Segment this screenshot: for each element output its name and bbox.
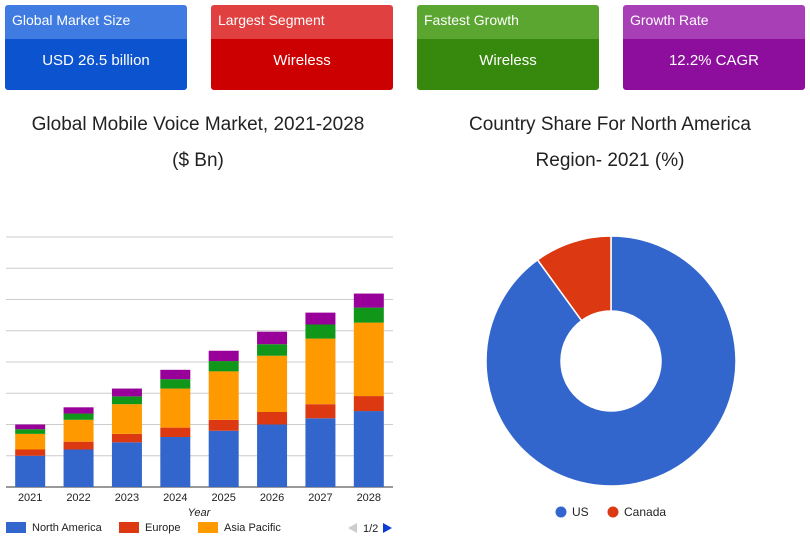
- bar-segment-2021-3[interactable]: [15, 429, 46, 434]
- kpi-card-market-size: Global Market Size USD 26.5 billion: [5, 5, 187, 90]
- legend-dot: [555, 506, 567, 518]
- donut-slice-canada[interactable]: [536, 235, 612, 322]
- x-tick-label: 2023: [115, 492, 139, 504]
- kpi-card-largest-segment: Largest Segment Wireless: [211, 5, 393, 90]
- bar-segment-2023-4[interactable]: [111, 388, 142, 397]
- bar-segment-2027-1[interactable]: [305, 404, 336, 419]
- donut-chart-title-line2: Region- 2021 (%): [535, 150, 685, 171]
- bar-segment-2022-3[interactable]: [63, 413, 94, 420]
- kpi-title: Growth Rate: [623, 5, 805, 39]
- stacked-bar-chart: 2021 2022 2023 2024 2025 2026 2027 2028 Year No…: [6, 236, 393, 535]
- legend-label: North America: [32, 522, 103, 534]
- bar-segment-2024-3[interactable]: [160, 379, 191, 389]
- bar-segment-2025-3[interactable]: [208, 361, 239, 372]
- legend-label: US: [572, 505, 589, 519]
- x-tick-label: 2025: [211, 492, 235, 504]
- bar-chart-bars: [15, 293, 384, 488]
- bar-chart-legend: North America Europe Asia Pacific: [6, 522, 281, 534]
- kpi-card-fastest-growth: Fastest Growth Wireless: [417, 5, 599, 90]
- bar-segment-2026-4[interactable]: [257, 331, 288, 345]
- bar-segment-2022-4[interactable]: [63, 407, 94, 414]
- legend-label: Europe: [145, 522, 180, 534]
- donut-legend: US Canada: [555, 505, 666, 519]
- kpi-value: Wireless: [211, 39, 393, 90]
- bar-chart-title-line1: Global Mobile Voice Market, 2021-2028: [31, 114, 365, 135]
- bar-segment-2028-0[interactable]: [353, 411, 384, 487]
- kpi-value: Wireless: [417, 39, 599, 90]
- legend-label: Canada: [624, 505, 666, 519]
- bar-chart-title-line2: ($ Bn): [172, 150, 224, 171]
- legend-label: Asia Pacific: [224, 522, 281, 534]
- x-tick-label: 2026: [260, 492, 284, 504]
- x-tick-label: 2021: [18, 492, 42, 504]
- x-tick-label: 2027: [308, 492, 332, 504]
- donut-slice-us[interactable]: [485, 235, 737, 487]
- bar-segment-2023-3[interactable]: [111, 396, 142, 405]
- bar-segment-2028-2[interactable]: [353, 322, 384, 397]
- bar-segment-2026-0[interactable]: [257, 424, 288, 488]
- legend-next-arrow-icon[interactable]: [383, 523, 392, 533]
- kpi-title: Fastest Growth: [417, 5, 599, 39]
- kpi-title: Largest Segment: [211, 5, 393, 39]
- donut-chart-title-line1: Country Share For North America: [469, 114, 751, 135]
- donut-chart-title: Country Share For North America Region- …: [410, 107, 810, 179]
- bar-segment-2021-2[interactable]: [15, 433, 46, 450]
- bar-segment-2024-0[interactable]: [160, 437, 191, 487]
- legend-swatch: [119, 522, 139, 533]
- bar-segment-2025-2[interactable]: [208, 371, 239, 420]
- legend-pager: 1/2: [348, 523, 392, 535]
- bar-segment-2026-2[interactable]: [257, 355, 288, 412]
- bar-segment-2026-3[interactable]: [257, 344, 288, 356]
- kpi-value: 12.2% CAGR: [623, 39, 805, 90]
- x-axis-title: Year: [188, 507, 212, 519]
- bar-segment-2025-4[interactable]: [208, 350, 239, 362]
- bar-chart-title: Global Mobile Voice Market, 2021-2028 ($…: [0, 107, 396, 179]
- legend-dot: [607, 506, 619, 518]
- bar-segment-2022-2[interactable]: [63, 419, 94, 442]
- bar-segment-2024-2[interactable]: [160, 388, 191, 428]
- kpi-value: USD 26.5 billion: [5, 39, 187, 90]
- bar-segment-2022-0[interactable]: [63, 449, 94, 488]
- bar-segment-2024-1[interactable]: [160, 427, 191, 437]
- x-tick-label: 2022: [66, 492, 90, 504]
- kpi-title: Global Market Size: [5, 5, 187, 39]
- bar-segment-2028-1[interactable]: [353, 396, 384, 412]
- bar-segment-2027-0[interactable]: [305, 418, 336, 487]
- bar-segment-2025-1[interactable]: [208, 419, 239, 431]
- donut-slices: [485, 235, 737, 487]
- bar-segment-2028-4[interactable]: [353, 293, 384, 308]
- bar-segment-2023-1[interactable]: [111, 433, 142, 443]
- legend-prev-arrow-icon[interactable]: [348, 523, 357, 533]
- bar-segment-2023-2[interactable]: [111, 404, 142, 434]
- x-tick-label: 2028: [357, 492, 381, 504]
- bar-segment-2021-1[interactable]: [15, 449, 46, 456]
- bar-chart-x-ticks: 2021 2022 2023 2024 2025 2026 2027 2028: [18, 492, 381, 504]
- kpi-card-growth-rate: Growth Rate 12.2% CAGR: [623, 5, 805, 90]
- bar-segment-2027-3[interactable]: [305, 324, 336, 339]
- bar-segment-2027-4[interactable]: [305, 312, 336, 325]
- x-tick-label: 2024: [163, 492, 187, 504]
- bar-segment-2025-0[interactable]: [208, 430, 239, 487]
- bar-segment-2028-3[interactable]: [353, 307, 384, 323]
- bar-segment-2022-1[interactable]: [63, 441, 94, 450]
- bar-segment-2021-0[interactable]: [15, 455, 46, 487]
- bar-segment-2023-0[interactable]: [111, 442, 142, 487]
- legend-swatch: [6, 522, 26, 533]
- legend-page-indicator: 1/2: [363, 523, 378, 535]
- bar-segment-2027-2[interactable]: [305, 338, 336, 405]
- bar-segment-2026-1[interactable]: [257, 412, 288, 425]
- legend-swatch: [198, 522, 218, 533]
- bar-segment-2024-4[interactable]: [160, 369, 191, 380]
- bar-segment-2021-4[interactable]: [15, 424, 46, 430]
